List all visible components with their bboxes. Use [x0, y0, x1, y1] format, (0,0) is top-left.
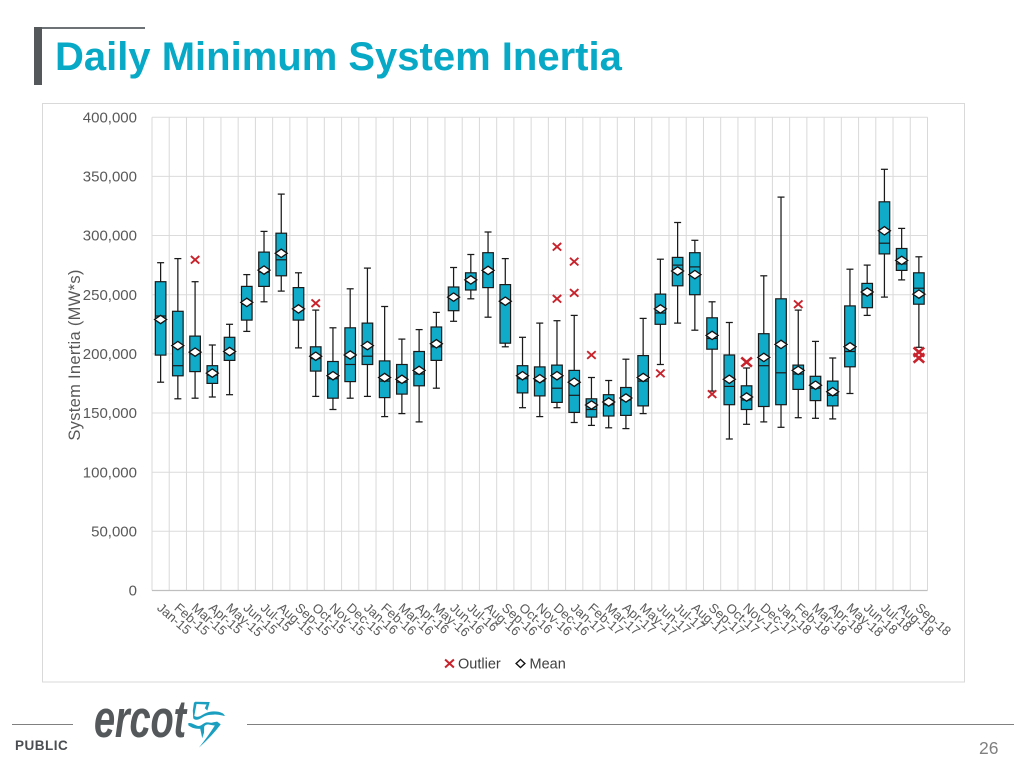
svg-text:Mean: Mean	[530, 657, 566, 673]
svg-text:250,000: 250,000	[83, 287, 137, 304]
svg-text:Outlier: Outlier	[458, 657, 501, 673]
svg-text:150,000: 150,000	[83, 405, 137, 422]
svg-text:350,000: 350,000	[83, 169, 137, 186]
svg-text:200,000: 200,000	[83, 346, 137, 363]
svg-text:50,000: 50,000	[91, 524, 137, 541]
svg-text:400,000: 400,000	[83, 109, 137, 126]
svg-text:System Inertia (MW*s): System Inertia (MW*s)	[66, 269, 84, 440]
svg-text:0: 0	[129, 583, 137, 600]
svg-text:100,000: 100,000	[83, 464, 137, 481]
svg-text:300,000: 300,000	[83, 228, 137, 245]
